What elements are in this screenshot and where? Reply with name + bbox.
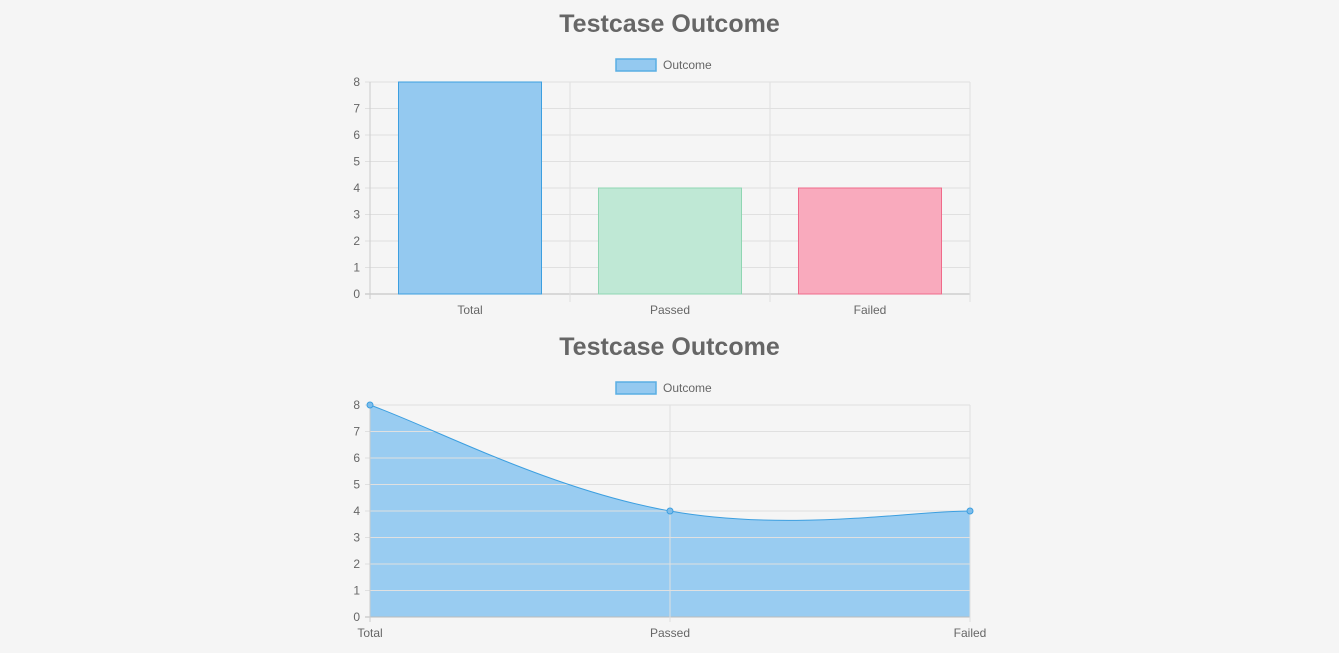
y-tick-label: 7 [353, 102, 360, 116]
y-tick-label: 8 [353, 75, 360, 89]
y-tick-label: 2 [353, 234, 360, 248]
y-tick-label: 0 [353, 610, 360, 624]
data-point [666, 507, 674, 515]
y-tick-label: 8 [353, 398, 360, 412]
bar [398, 81, 542, 295]
y-tick-label: 6 [353, 128, 360, 142]
y-tick-label: 7 [353, 425, 360, 439]
y-tick-label: 3 [353, 208, 360, 222]
y-tick-label: 6 [353, 451, 360, 465]
bar-chart: Outcome 0 1 2 3 4 5 6 7 8 Total Passed Failed [353, 58, 971, 317]
x-tick-label: Failed [854, 303, 887, 317]
y-tick-label: 1 [353, 261, 360, 275]
y-tick-label: 1 [353, 584, 360, 598]
x-tick-label: Failed [954, 626, 987, 640]
x-tick-label: Total [457, 303, 482, 317]
legend-swatch [615, 381, 657, 395]
x-tick-label: Passed [650, 626, 690, 640]
y-tick-label: 0 [353, 287, 360, 301]
data-point [966, 507, 974, 515]
y-tick-label: 2 [353, 557, 360, 571]
x-tick-label: Passed [650, 303, 690, 317]
legend-label: Outcome [663, 381, 712, 395]
bar [798, 187, 942, 295]
bar-chart-block: Outcome 0 1 2 3 4 5 6 7 8 Total Passed Failed Testca… [0, 0, 1339, 323]
chart-title: Testcase Outcome [559, 333, 780, 361]
x-tick-label: Total [357, 626, 382, 640]
legend-label: Outcome [663, 58, 712, 72]
y-tick-label: 4 [353, 181, 360, 195]
area-chart: Outcome 0 1 2 3 4 5 6 7 8 Total Passed Failed [353, 381, 987, 640]
y-tick-label: 5 [353, 478, 360, 492]
y-tick-label: 5 [353, 155, 360, 169]
legend-swatch [615, 58, 657, 72]
y-tick-label: 4 [353, 504, 360, 518]
chart-title: Testcase Outcome [559, 10, 780, 38]
bar [598, 187, 742, 295]
data-point [366, 401, 374, 409]
y-tick-label: 3 [353, 531, 360, 545]
area-chart-block: Outcome 0 1 2 3 4 5 6 7 8 Total Passed Failed Testca… [0, 323, 1339, 653]
